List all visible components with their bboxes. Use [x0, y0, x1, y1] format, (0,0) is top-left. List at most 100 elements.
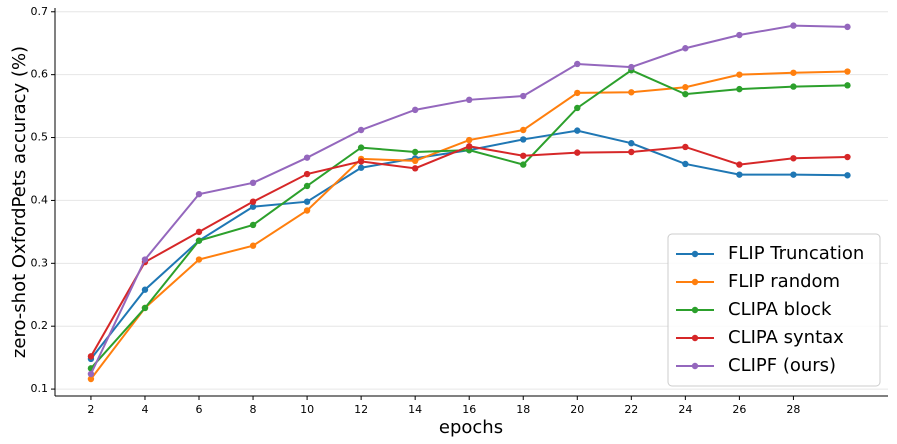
point [520, 152, 527, 159]
point [195, 237, 203, 244]
point [844, 68, 851, 75]
point [303, 207, 311, 214]
point [520, 161, 527, 168]
legend-label: CLIPA syntax [728, 327, 844, 348]
point [520, 136, 527, 143]
point [844, 82, 851, 89]
point [466, 96, 473, 104]
y-tick-label: 0.3 [31, 256, 49, 269]
y-tick-label: 0.5 [31, 131, 49, 144]
point [574, 127, 581, 134]
legend-marker [691, 250, 699, 258]
point [411, 148, 419, 156]
point [736, 171, 743, 178]
point [574, 60, 581, 68]
x-tick-label: 4 [141, 403, 148, 416]
point [844, 23, 851, 31]
x-tick-label: 26 [732, 403, 746, 416]
legend-label: CLIPF (ours) [728, 355, 836, 376]
point [628, 63, 635, 71]
legend: FLIP Truncation FLIP random CLIPA block CLI… [667, 233, 881, 387]
point [628, 148, 635, 156]
point [411, 165, 419, 172]
y-tick-label: 0.2 [31, 319, 49, 332]
x-tick-label: 16 [462, 403, 476, 416]
point [357, 158, 365, 165]
point [249, 179, 257, 187]
point [249, 203, 257, 210]
y-tick-label: 0.7 [31, 5, 49, 18]
point [790, 69, 797, 76]
y-tick-label: 0.6 [31, 68, 49, 81]
point [682, 143, 689, 151]
point [141, 256, 149, 263]
x-tick-label: 2 [87, 403, 94, 416]
point [195, 190, 203, 198]
legend-marker [691, 334, 699, 342]
y-tick-label: 0.1 [31, 382, 49, 395]
legend-marker [691, 278, 699, 286]
legend-box [667, 233, 881, 387]
point [520, 92, 527, 100]
x-tick-label: 24 [678, 403, 692, 416]
y-axis-label: zero-shot OxfordPets accuracy (%) [9, 46, 30, 358]
point [303, 198, 311, 205]
x-tick-label: 28 [786, 403, 800, 416]
point [303, 170, 311, 178]
point [682, 45, 689, 52]
point [628, 140, 635, 147]
x-tick-label: 6 [196, 403, 203, 416]
point [682, 160, 689, 168]
point [736, 161, 743, 168]
legend-label: CLIPA block [728, 299, 832, 320]
point [736, 71, 743, 78]
point [574, 149, 581, 156]
x-tick-label: 18 [516, 403, 530, 416]
x-tick-label: 8 [250, 403, 257, 416]
x-tick-label: 10 [300, 403, 314, 416]
x-tick-label: 20 [570, 403, 584, 416]
point [195, 228, 203, 236]
point [790, 83, 797, 90]
x-tick-label: 12 [354, 403, 368, 416]
x-tick-label: 22 [624, 403, 638, 416]
y-tick-label: 0.4 [31, 193, 49, 206]
point [87, 353, 95, 360]
point [682, 90, 689, 98]
point [466, 136, 473, 144]
point [141, 304, 149, 312]
point [844, 172, 851, 179]
point [466, 143, 473, 150]
point [844, 153, 851, 161]
point [574, 89, 581, 97]
point [303, 182, 311, 190]
point [682, 84, 689, 91]
point [790, 155, 797, 162]
point [520, 126, 527, 134]
point [195, 256, 203, 263]
x-tick-label: 14 [408, 403, 422, 416]
legend-label: FLIP Truncation [728, 243, 864, 264]
point [303, 154, 311, 161]
point [357, 164, 365, 171]
x-axis-label: epochs [439, 417, 503, 438]
point [87, 370, 95, 378]
point [411, 106, 419, 114]
point [87, 375, 95, 383]
point [357, 126, 365, 134]
point [141, 286, 149, 293]
legend-label: FLIP random [728, 271, 840, 292]
point [628, 89, 635, 96]
legend-marker [691, 306, 699, 314]
point [411, 157, 419, 165]
point [736, 85, 743, 93]
point [249, 242, 257, 249]
point [249, 221, 257, 229]
legend-marker [691, 362, 699, 370]
point [574, 104, 581, 112]
point [357, 144, 365, 151]
point [736, 31, 743, 39]
point [790, 22, 797, 29]
point [790, 171, 797, 178]
